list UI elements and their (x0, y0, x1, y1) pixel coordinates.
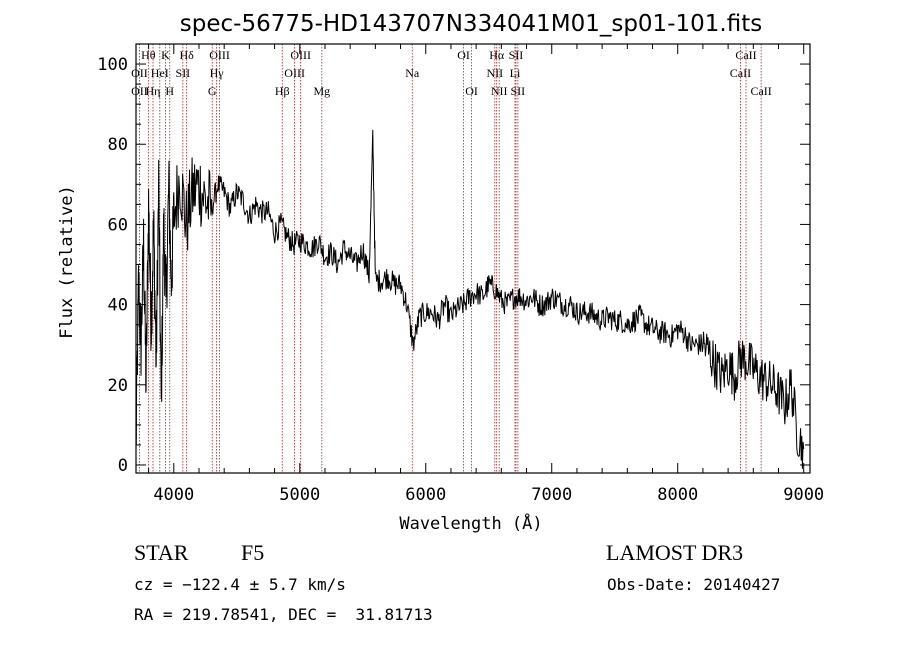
x-tick-label: 5000 (279, 485, 320, 505)
line-marker-label: OII (131, 66, 148, 80)
object-subclass: F5 (241, 540, 265, 565)
chart-title: spec-56775-HD143707N334041M01_sp01-101.f… (180, 11, 762, 37)
y-tick-label: 60 (108, 215, 128, 235)
x-tick-label: 6000 (405, 485, 446, 505)
line-marker-label: OIII (209, 48, 230, 62)
line-marker-label: Mg (313, 84, 330, 98)
x-tick-label: 7000 (531, 485, 572, 505)
line-marker-label: Hα (489, 48, 505, 62)
line-marker-label: NII (486, 66, 503, 80)
line-marker-label: G (208, 84, 217, 98)
line-marker-label: NII (491, 84, 508, 98)
redshift-cz: cz = −122.4 ± 5.7 km/s (134, 575, 346, 594)
line-marker-label: Hθ (141, 48, 156, 62)
line-marker-label: OIII (290, 48, 311, 62)
x-axis-ticks: 4000 5000 6000 7000 8000 9000 (148, 44, 824, 505)
spectral-line-markers (139, 44, 762, 473)
line-marker-label: SII (511, 84, 526, 98)
line-marker-label: Hγ (210, 66, 225, 80)
line-marker-label: OII (131, 84, 148, 98)
line-marker-label: Na (405, 66, 420, 80)
y-axis-label: Flux (relative) (57, 185, 77, 339)
line-marker-label: OIII (284, 66, 305, 80)
y-tick-label: 40 (108, 296, 128, 316)
line-marker-label: CaII (730, 66, 751, 80)
line-marker-label: Hβ (275, 84, 290, 98)
line-marker-label: K (161, 48, 170, 62)
x-tick-label: 4000 (153, 485, 194, 505)
line-marker-label: HeI (151, 66, 169, 80)
line-marker-label: H (165, 84, 174, 98)
x-tick-label: 8000 (657, 485, 698, 505)
y-tick-label: 80 (108, 135, 128, 155)
line-marker-label: SII (176, 66, 191, 80)
line-marker-label: CaII (735, 48, 756, 62)
line-marker-label: OI (457, 48, 470, 62)
observation-date: Obs-Date: 20140427 (607, 575, 781, 594)
x-axis-label: Wavelength (Å) (399, 512, 542, 534)
line-marker-label: Hδ (179, 48, 194, 62)
spectrum-line (135, 129, 805, 469)
y-tick-label: 20 (108, 376, 128, 396)
plot-frame (135, 43, 811, 474)
line-marker-label: Li (510, 66, 521, 80)
coordinates: RA = 219.78541, DEC = 31.81713 (134, 605, 433, 624)
line-marker-label: Hη (146, 84, 161, 98)
x-tick-label: 9000 (783, 485, 824, 505)
spectral-line-labels: Hθ K Hδ OIII OIII OI Hα SII CaII OII HeI SII Hγ OIII N… (131, 48, 772, 98)
line-marker-label: OI (465, 84, 478, 98)
y-tick-label: 100 (97, 55, 128, 75)
y-axis-ticks: 0 20 40 60 80 100 (97, 55, 810, 476)
line-marker-label: SII (509, 48, 524, 62)
object-class: STAR (134, 540, 189, 565)
line-marker-label: CaII (750, 84, 771, 98)
y-tick-label: 0 (118, 456, 128, 476)
survey-name: LAMOST DR3 (606, 540, 744, 565)
